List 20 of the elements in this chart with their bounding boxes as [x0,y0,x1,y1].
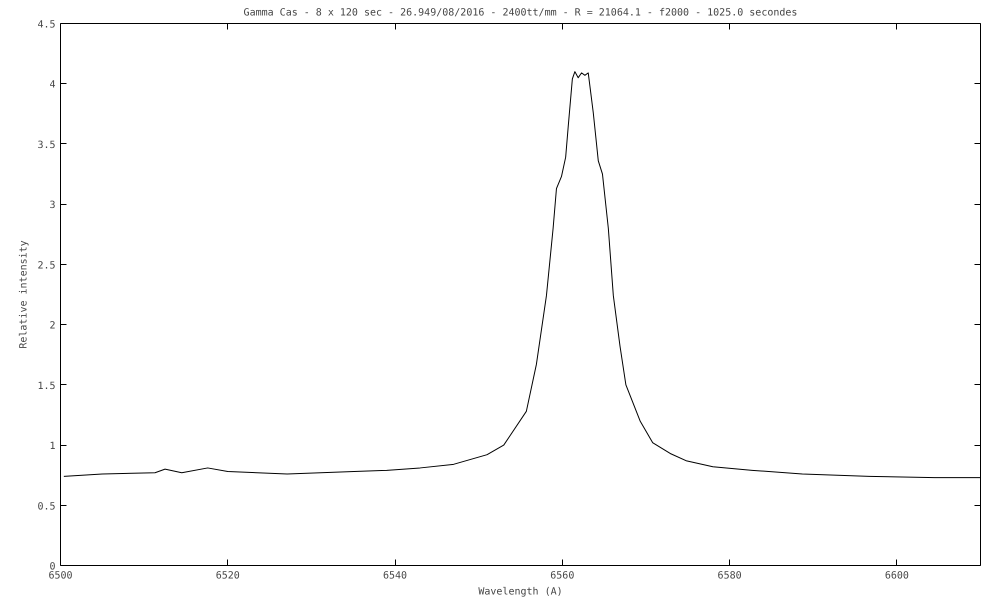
y-tick-label: 0 [49,562,56,572]
y-tick-label: 3 [49,200,56,212]
y-tick-label: 3.5 [37,140,56,151]
y-tick-label: 1 [49,441,56,452]
line-series [63,71,980,478]
x-tick-label: 6540 [383,570,408,582]
chart-title: Gamma Cas - 8 x 120 sec - 26.949/08/2016 - 2400tt/mm - R = 21064.1 - f2000 - 1025.0 secondes [244,8,798,18]
y-axis-title: Relative intensity [18,240,30,349]
y-tick-label: 4 [49,80,56,91]
x-axis-title: Wavelength (A) [478,586,563,598]
x-tick-label: 6520 [216,570,240,582]
x-tick-label: 6500 [48,570,73,582]
x-tick-label: 6560 [550,570,574,582]
y-tick-label: 2.5 [37,260,56,272]
x-tick-label: 6580 [718,570,742,582]
y-tick-label: 2 [49,320,56,332]
y-tick-label: 4.5 [37,20,56,30]
y-tick-label: 0.5 [37,501,56,512]
x-tick-label: 6600 [884,570,909,582]
y-tick-label: 1.5 [37,380,56,392]
